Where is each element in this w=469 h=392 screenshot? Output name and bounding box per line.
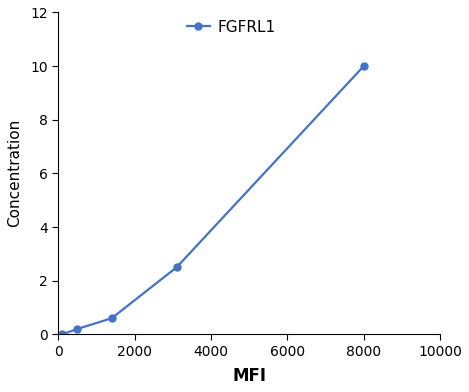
FGFRL1 — [75, 327, 80, 331]
FGFRL1 — [109, 316, 114, 321]
Legend: FGFRL1: FGFRL1 — [181, 14, 281, 41]
FGFRL1 — [59, 332, 65, 337]
Y-axis label: Concentration: Concentration — [7, 119, 22, 227]
X-axis label: MFI: MFI — [232, 367, 266, 385]
FGFRL1 — [174, 265, 180, 270]
FGFRL1 — [361, 64, 367, 69]
Line: FGFRL1: FGFRL1 — [59, 63, 367, 338]
